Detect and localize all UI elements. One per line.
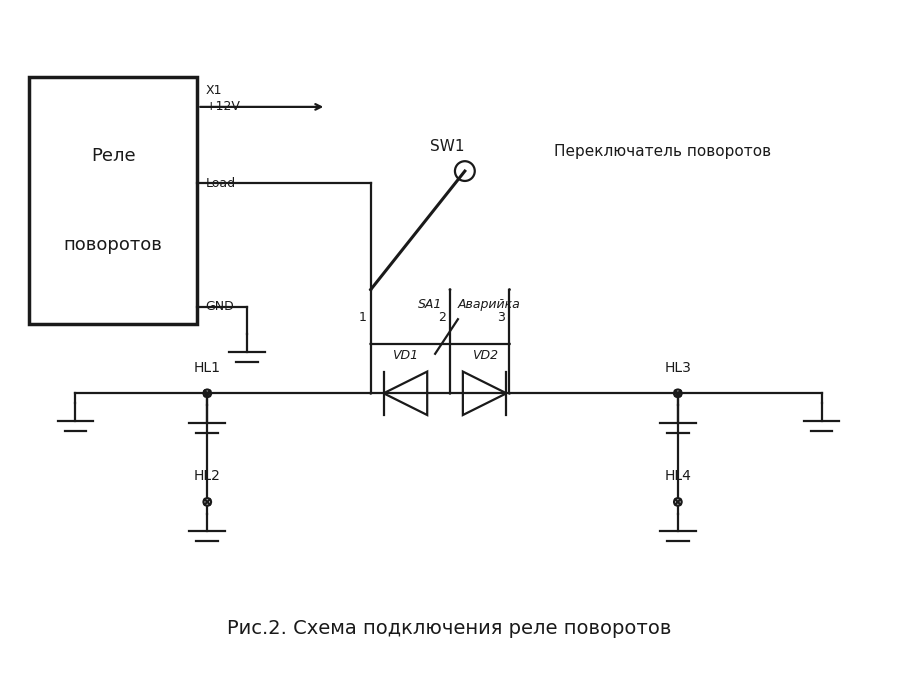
Text: Переключатель поворотов: Переключатель поворотов: [554, 144, 771, 159]
Text: X1: X1: [206, 84, 222, 96]
Circle shape: [509, 343, 510, 344]
Text: SW1: SW1: [430, 139, 464, 154]
Circle shape: [677, 392, 679, 394]
Text: VD2: VD2: [471, 349, 497, 362]
Bar: [29, 78, 198, 324]
Text: SA1: SA1: [418, 298, 442, 311]
Circle shape: [370, 289, 372, 290]
Circle shape: [509, 392, 510, 394]
Text: Аварийка: Аварийка: [458, 298, 521, 311]
Text: Load: Load: [206, 177, 235, 190]
Text: +12V: +12V: [206, 100, 240, 113]
Text: HL1: HL1: [194, 361, 221, 375]
Text: HL4: HL4: [665, 470, 691, 483]
Circle shape: [449, 289, 451, 290]
Text: HL3: HL3: [665, 361, 691, 375]
Text: 2: 2: [438, 311, 446, 324]
Circle shape: [509, 289, 510, 290]
Text: GND: GND: [206, 301, 234, 313]
Text: 3: 3: [497, 311, 506, 324]
Circle shape: [449, 392, 451, 394]
Circle shape: [210, 392, 212, 394]
Text: Реле: Реле: [91, 147, 136, 165]
Text: поворотов: поворотов: [64, 236, 163, 254]
Text: 1: 1: [359, 311, 366, 324]
Circle shape: [207, 392, 208, 394]
Circle shape: [370, 343, 372, 344]
Circle shape: [370, 392, 372, 394]
Text: VD1: VD1: [392, 349, 418, 362]
Text: HL2: HL2: [194, 470, 221, 483]
Text: Рис.2. Схема подключения реле поворотов: Рис.2. Схема подключения реле поворотов: [227, 619, 671, 638]
